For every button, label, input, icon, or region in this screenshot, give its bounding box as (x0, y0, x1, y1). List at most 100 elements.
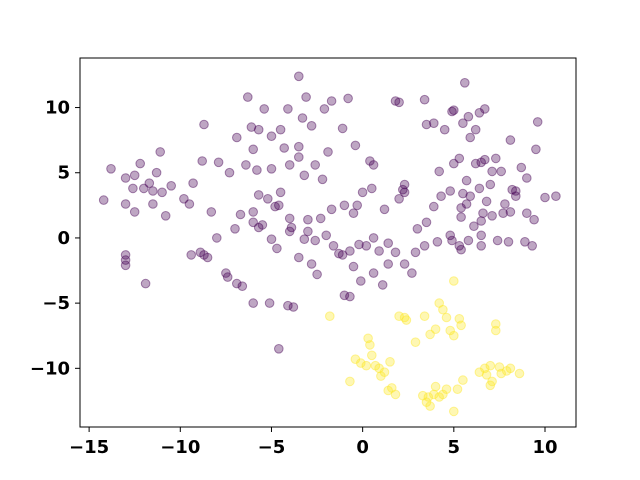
scatter-point (458, 118, 468, 128)
scatter-point (531, 144, 541, 155)
scatter-point (328, 241, 339, 251)
scatter-point (470, 158, 481, 169)
scatter-point (248, 217, 258, 228)
scatter-point (299, 170, 310, 181)
scatter-point (501, 366, 512, 376)
scatter-point (419, 241, 430, 251)
scatter-point (274, 200, 284, 211)
scatter-point (339, 200, 350, 211)
scatter-point (257, 220, 268, 230)
scatter-point (374, 363, 384, 374)
scatter-point (434, 392, 445, 402)
scatter-point (319, 104, 330, 114)
scatter-point (326, 204, 337, 215)
scatter-point (339, 290, 350, 301)
scatter-point (487, 166, 497, 177)
scatter-point (419, 94, 430, 105)
scatter-point (456, 203, 466, 213)
scatter-point (507, 184, 518, 195)
scatter-point (367, 183, 377, 194)
scatter-point (272, 243, 282, 254)
scatter-point (487, 376, 497, 387)
y-tick-label: −10 (30, 358, 70, 379)
scatter-point (460, 78, 470, 88)
scatter-point (441, 312, 452, 323)
scatter-point (348, 261, 359, 272)
scatter-point (253, 124, 264, 135)
scatter-point (246, 122, 257, 132)
scatter-point (129, 170, 140, 181)
scatter-point (230, 224, 240, 234)
scatter-point (367, 350, 377, 361)
scatter-point (425, 329, 435, 340)
scatter-point (197, 156, 207, 166)
scatter-point (527, 241, 538, 251)
scatter-point (399, 312, 410, 323)
scatter-point (106, 164, 116, 174)
scatter-point (407, 268, 417, 278)
scatter-point (315, 213, 326, 224)
scatter-point (439, 124, 450, 135)
scatter-point (284, 213, 295, 224)
scatter-point (522, 208, 532, 218)
scatter-point (361, 360, 372, 371)
scatter-point (387, 383, 397, 393)
scatter-point (505, 135, 516, 145)
scatter-point (447, 106, 457, 117)
scatter-point (379, 367, 390, 378)
scatter-point (481, 196, 492, 207)
scatter-point (253, 222, 264, 233)
scatter-point (294, 252, 304, 263)
scatter-point (410, 247, 421, 258)
plot-background (80, 58, 576, 427)
scatter-point (237, 281, 248, 292)
scatter-point (303, 226, 313, 237)
scatter-point (120, 255, 131, 265)
scatter-point (337, 250, 348, 260)
scatter-point (432, 237, 443, 247)
scatter-point (312, 269, 322, 280)
scatter-point (423, 392, 434, 402)
scatter-point (496, 166, 507, 177)
scatter-point (317, 174, 328, 185)
scatter-point (374, 246, 384, 256)
scatter-point (365, 156, 375, 166)
scatter-point (202, 252, 213, 263)
scatter-point (394, 194, 404, 204)
scatter-point (155, 147, 165, 157)
scatter-point (449, 276, 459, 286)
scatter-point (379, 204, 390, 215)
scatter-point (419, 311, 430, 322)
scatter-point (438, 389, 448, 400)
scatter-point (498, 208, 508, 218)
scatter-point (474, 108, 485, 118)
scatter-point (434, 166, 445, 177)
scatter-point (399, 259, 410, 269)
scatter-point (478, 208, 488, 218)
scatter-point (449, 158, 459, 169)
scatter-point (447, 235, 457, 246)
scatter-point (270, 201, 280, 212)
scatter-point (469, 221, 479, 231)
scatter-point (222, 272, 233, 282)
scatter-point (496, 368, 507, 379)
scatter-point (505, 207, 516, 217)
scatter-point (511, 191, 521, 201)
scatter-point (505, 363, 516, 374)
scatter-point (458, 375, 468, 385)
scatter-point (248, 144, 258, 155)
scatter-point (532, 117, 543, 127)
scatter-point (476, 241, 487, 251)
scatter-point (235, 209, 246, 220)
scatter-point (418, 390, 428, 401)
scatter-point (263, 194, 273, 204)
scatter-point (354, 239, 364, 250)
scatter-point (491, 153, 501, 164)
scatter-point (480, 104, 490, 114)
scatter-point (438, 304, 448, 315)
scatter-point (350, 354, 361, 365)
x-tick-label: 0 (356, 437, 369, 458)
scatter-point (288, 302, 299, 312)
scatter-point (421, 119, 432, 130)
scatter-point (370, 360, 381, 371)
